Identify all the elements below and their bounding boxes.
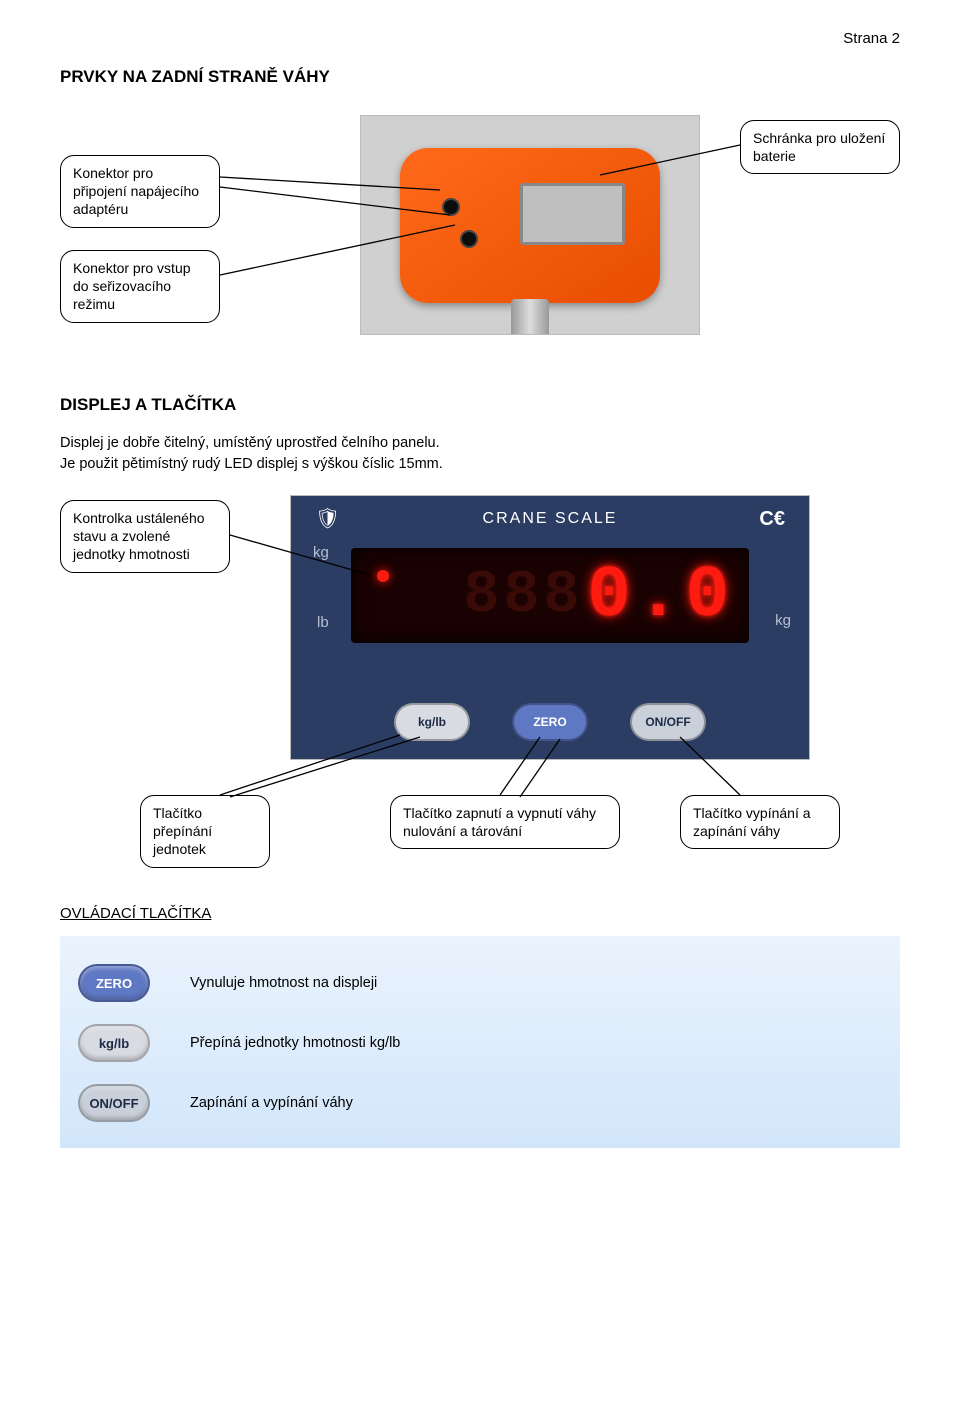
rear-panel-diagram: Konektor pro připojení napájecího adapté… [60, 105, 900, 365]
control-description: Vynuluje hmotnost na displeji [190, 975, 377, 991]
controls-panel: ZERO Vynuluje hmotnost na displeji kg/lb Př… [60, 936, 900, 1148]
control-button-onoff[interactable]: ON/OFF [78, 1084, 150, 1122]
control-row: ZERO Vynuluje hmotnost na displeji [78, 964, 882, 1002]
control-description: Zapínání a vypínání váhy [190, 1095, 353, 1111]
control-row: ON/OFF Zapínání a vypínání váhy [78, 1084, 882, 1122]
connector-lines-1 [60, 105, 900, 365]
control-row: kg/lb Přepíná jednotky hmotnosti kg/lb [78, 1024, 882, 1062]
control-button-zero[interactable]: ZERO [78, 964, 150, 1002]
control-description: Přepíná jednotky hmotnosti kg/lb [190, 1035, 400, 1051]
connector-lines-2 [60, 495, 900, 875]
section2-body: Displej je dobře čitelný, umístěný upros… [60, 433, 900, 475]
control-button-kglb[interactable]: kg/lb [78, 1024, 150, 1062]
display-diagram: 🛡 CRANE SCALE C€ kg lb kg 888 0.0 kg/lb … [60, 495, 900, 875]
page-number: Strana 2 [60, 30, 900, 47]
controls-heading: OVLÁDACÍ TLAČÍTKA [60, 905, 900, 922]
section2-title: DISPLEJ A TLAČÍTKA [60, 395, 900, 415]
section1-title: PRVKY NA ZADNÍ STRANĚ VÁHY [60, 67, 900, 87]
